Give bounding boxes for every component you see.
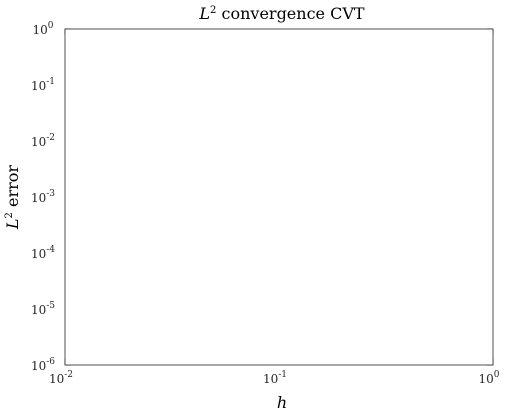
- x-axis-label: h: [277, 393, 287, 411]
- x-tick-exponent: 0: [494, 370, 500, 380]
- x-tick-exponent: -2: [64, 370, 73, 380]
- y-tick-exponent: -2: [46, 133, 55, 143]
- y-label-math: L: [3, 218, 22, 230]
- x-tick-label: 10-2: [49, 370, 73, 386]
- y-tick-mantissa: 10: [32, 23, 47, 37]
- y-tick-exponent: -4: [46, 245, 55, 255]
- chart-title: L2 convergence CVT: [198, 4, 364, 23]
- y-tick-mantissa: 10: [31, 135, 46, 149]
- x-tick-mantissa: 10: [478, 372, 493, 386]
- y-tick-mantissa: 10: [31, 359, 46, 373]
- x-tick-exponent: -1: [278, 370, 287, 380]
- title-math: L: [198, 4, 210, 23]
- y-tick-label: 10-1: [31, 77, 55, 93]
- y-axis-label: L2 error: [3, 165, 22, 230]
- y-tick-exponent: -5: [46, 301, 55, 311]
- y-tick-mantissa: 10: [31, 79, 46, 93]
- y-tick-exponent: 0: [48, 21, 54, 31]
- y-tick-exponent: -3: [46, 189, 55, 199]
- x-tick-mantissa: 10: [263, 372, 278, 386]
- title-superscript: 2: [210, 5, 216, 16]
- y-label-superscript: 2: [4, 212, 15, 218]
- x-tick-label: 100: [478, 370, 499, 386]
- axes-background: [65, 29, 493, 365]
- y-tick-label: 10-2: [31, 133, 55, 149]
- y-tick-mantissa: 10: [31, 247, 46, 261]
- y-tick-mantissa: 10: [31, 303, 46, 317]
- y-tick-exponent: -1: [46, 77, 55, 87]
- y-tick-mantissa: 10: [31, 191, 46, 205]
- y-tick-label: 100: [32, 21, 53, 37]
- x-tick-label: 10-1: [263, 370, 287, 386]
- plot-area: [64, 28, 494, 366]
- y-tick-label: 10-6: [31, 357, 55, 373]
- y-tick-label: 10-3: [31, 189, 55, 205]
- y-tick-exponent: -6: [46, 357, 55, 367]
- axes-box: [64, 28, 494, 366]
- y-tick-label: 10-5: [31, 301, 55, 317]
- title-text: convergence CVT: [216, 4, 364, 23]
- x-tick-mantissa: 10: [49, 372, 64, 386]
- y-label-text: error: [3, 165, 22, 212]
- y-tick-label: 10-4: [31, 245, 55, 261]
